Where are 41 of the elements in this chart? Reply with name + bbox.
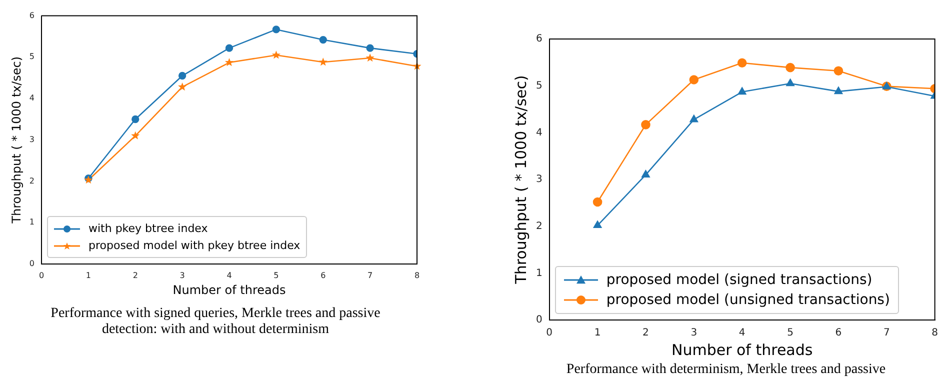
x-tick-label: 5	[787, 328, 794, 339]
x-tick-label: 8	[932, 328, 938, 339]
legend-label: proposed model (signed transactions)	[606, 272, 872, 288]
y-tick-label: 5	[536, 80, 542, 92]
text: Performance with signed queries, Merkle trees and passive detection: with and without determinism	[50, 306, 382, 338]
y-tick-label: 3	[536, 174, 542, 186]
y-tick-label: 2	[536, 220, 542, 232]
legend-label: proposed model (unsigned transactions)	[606, 292, 890, 308]
x-axis-title: Number of threads	[172, 282, 286, 297]
legend-label: proposed model with pkey btree index	[88, 239, 300, 252]
x-tick-label: 5	[274, 270, 279, 280]
x-tick-label: 3	[690, 328, 698, 339]
y-tick-label: 0	[536, 314, 542, 326]
text: Performance with determinism, Merkle trees and passive	[565, 362, 887, 378]
legend-label: with pkey btree index	[88, 222, 208, 235]
x-axis-title: Number of threads	[671, 340, 813, 359]
x-tick-label: 7	[883, 328, 890, 339]
y-tick-label: 1	[29, 218, 34, 227]
x-tick-label: 4	[738, 328, 746, 339]
x-tick-label: 3	[180, 270, 185, 280]
y-tick-label: 5	[29, 52, 34, 62]
x-tick-label: 6	[320, 270, 326, 280]
y-tick-label: 4	[536, 127, 542, 138]
x-tick-label: 0	[38, 270, 44, 280]
x-tick-label: 4	[226, 270, 232, 280]
y-tick-label: 3	[29, 134, 34, 144]
y-axis-title: Throughput ( * 1000 tx/sec)	[512, 75, 530, 285]
x-tick-label: 2	[132, 270, 138, 280]
y-axis-title: Throughput ( * 1000 tx/sec)	[9, 56, 24, 224]
y-tick-label: 0	[29, 259, 34, 268]
y-tick-label: 6	[29, 10, 34, 20]
x-tick-label: 2	[642, 328, 649, 339]
x-tick-label: 6	[835, 328, 842, 339]
y-tick-label: 4	[29, 94, 34, 103]
x-tick-label: 8	[414, 270, 420, 280]
x-tick-label: 7	[368, 270, 373, 280]
y-tick-label: 6	[536, 34, 542, 45]
x-tick-label: 0	[546, 328, 553, 339]
x-tick-label: 1	[594, 328, 601, 339]
x-tick-label: 1	[86, 270, 91, 280]
y-tick-label: 2	[29, 176, 34, 186]
